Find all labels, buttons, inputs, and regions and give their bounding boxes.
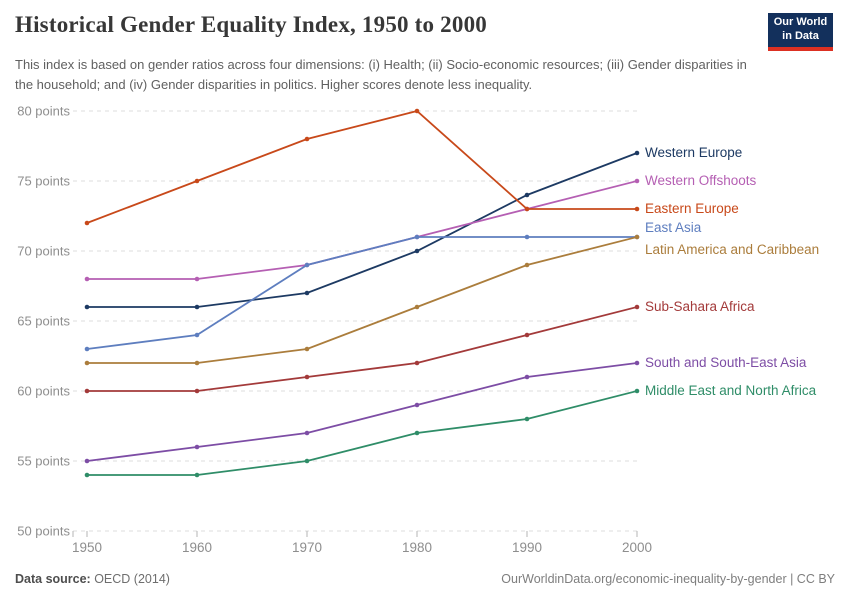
series-point-western-europe-1950 [84, 304, 90, 310]
series-point-south-and-south-east-asia-2000 [634, 360, 640, 366]
series-point-latin-america-and-caribbean-2000 [634, 234, 640, 240]
x-tick-label-1950: 1950 [72, 540, 102, 555]
series-point-sub-sahara-africa-1970 [304, 374, 310, 380]
series-label-sub-sahara-africa[interactable]: Sub-Sahara Africa [645, 299, 755, 314]
chart-title: Historical Gender Equality Index, 1950 t… [15, 12, 487, 37]
series-point-south-and-south-east-asia-1960 [194, 444, 200, 450]
series-point-western-offshoots-2000 [634, 178, 640, 184]
series-point-east-asia-1980 [414, 234, 420, 240]
series-point-eastern-europe-1970 [304, 136, 310, 142]
series-line-western-offshoots[interactable] [87, 180, 638, 280]
credit-link[interactable]: OurWorldinData.org/economic-inequality-b… [501, 572, 835, 586]
chart-area[interactable]: 50 points 55 points 60 points 65 points 70 p… [0, 100, 850, 560]
series-line-eastern-europe[interactable] [86, 110, 637, 224]
series-label-latin-america-and-caribbean[interactable]: Latin America and Caribbean [645, 242, 819, 257]
data-source-label: Data source: [15, 572, 91, 586]
data-source: Data source: OECD (2014) [15, 572, 170, 586]
x-tick-label-1970: 1970 [292, 540, 322, 555]
series-point-latin-america-and-caribbean-1950 [84, 360, 90, 366]
series-point-western-europe-1980 [414, 248, 420, 254]
series-line-east-asia[interactable] [86, 236, 637, 350]
series-label-south-and-south-east-asia[interactable]: South and South-East Asia [645, 355, 807, 370]
series-point-eastern-europe-1980 [414, 108, 420, 114]
y-tick-label-55: 55 points [17, 454, 70, 469]
owid-logo-line2: in Data [782, 30, 819, 42]
series-point-middle-east-and-north-africa-1950 [84, 472, 90, 478]
y-tick-label-80: 80 points [17, 104, 70, 119]
series-point-eastern-europe-1960 [194, 178, 200, 184]
x-tick-label-1990: 1990 [512, 540, 542, 555]
series-point-latin-america-and-caribbean-1980 [414, 304, 420, 310]
x-tick-label-1980: 1980 [402, 540, 432, 555]
series-point-western-offshoots-1950 [84, 276, 90, 282]
series-point-south-and-south-east-asia-1950 [84, 458, 90, 464]
series-line-middle-east-and-north-africa[interactable] [87, 390, 638, 476]
y-tick-label-70: 70 points [17, 244, 70, 259]
y-tick-label-65: 65 points [17, 314, 70, 329]
series-point-south-and-south-east-asia-1970 [304, 430, 310, 436]
y-tick-label-50: 50 points [17, 524, 70, 539]
series-line-sub-sahara-africa[interactable] [87, 306, 638, 392]
series-eastern-europe[interactable]: Eastern Europe [84, 108, 739, 226]
series-point-middle-east-and-north-africa-1980 [414, 430, 420, 436]
series-point-western-europe-2000 [634, 150, 640, 156]
data-source-value: OECD (2014) [90, 572, 170, 586]
owid-logo-line1: Our World [773, 16, 828, 29]
series-point-eastern-europe-2000 [634, 206, 640, 212]
series-point-latin-america-and-caribbean-1990 [524, 262, 530, 268]
series-point-eastern-europe-1950 [84, 220, 90, 226]
series-south-and-south-east-asia[interactable]: South and South-East Asia [84, 355, 807, 464]
series-label-eastern-europe[interactable]: Eastern Europe [645, 201, 739, 216]
series-western-europe[interactable]: Western Europe [84, 145, 743, 310]
series-point-western-offshoots-1960 [194, 276, 200, 282]
x-tick-label-1960: 1960 [182, 540, 212, 555]
series-sub-sahara-africa[interactable]: Sub-Sahara Africa [84, 299, 755, 394]
series-label-western-offshoots[interactable]: Western Offshoots [645, 173, 757, 188]
series-point-sub-sahara-africa-2000 [634, 304, 640, 310]
series-latin-america-and-caribbean[interactable]: Latin America and Caribbean [84, 234, 819, 366]
series-point-middle-east-and-north-africa-1970 [304, 458, 310, 464]
chart-footer: Data source: OECD (2014) OurWorldinData.… [15, 572, 835, 586]
series-point-eastern-europe-1990 [524, 206, 530, 212]
chart-subtitle: This index is based on gender ratios acr… [15, 57, 747, 92]
series-point-middle-east-and-north-africa-1960 [194, 472, 200, 478]
series-line-south-and-south-east-asia[interactable] [86, 362, 638, 462]
series-line-western-europe[interactable] [87, 152, 638, 308]
series-east-asia[interactable]: East Asia [84, 220, 702, 352]
series-middle-east-and-north-africa[interactable]: Middle East and North Africa [84, 383, 817, 478]
series-point-south-and-south-east-asia-1980 [414, 402, 420, 408]
series-point-east-asia-1960 [194, 332, 200, 338]
series-line-latin-america-and-caribbean[interactable] [87, 236, 638, 364]
series-label-western-europe[interactable]: Western Europe [645, 145, 742, 160]
series-point-sub-sahara-africa-1980 [414, 360, 420, 366]
series-point-sub-sahara-africa-1960 [194, 388, 200, 394]
series-point-east-asia-1990 [524, 234, 530, 240]
series-point-western-europe-1970 [304, 290, 310, 296]
line-chart-svg: 50 points 55 points 60 points 65 points 70 p… [17, 104, 819, 556]
series-point-latin-america-and-caribbean-1960 [194, 360, 200, 366]
series-label-east-asia[interactable]: East Asia [645, 220, 702, 235]
series-point-east-asia-1950 [84, 346, 90, 352]
series-point-south-and-south-east-asia-1990 [524, 374, 530, 380]
series-label-middle-east-and-north-africa[interactable]: Middle East and North Africa [645, 383, 817, 398]
series-point-sub-sahara-africa-1950 [84, 388, 90, 394]
series-point-western-europe-1990 [524, 192, 530, 198]
owid-logo: Our World in Data [768, 13, 833, 51]
series-point-middle-east-and-north-africa-2000 [634, 388, 640, 394]
series-point-sub-sahara-africa-1990 [524, 332, 530, 338]
y-tick-label-75: 75 points [17, 174, 70, 189]
series-point-east-asia-1970 [304, 262, 310, 268]
series-point-latin-america-and-caribbean-1970 [304, 346, 310, 352]
y-tick-label-60: 60 points [17, 384, 70, 399]
series-point-middle-east-and-north-africa-1990 [524, 416, 530, 422]
series-point-western-europe-1960 [194, 304, 200, 310]
x-tick-label-2000: 2000 [622, 540, 652, 555]
